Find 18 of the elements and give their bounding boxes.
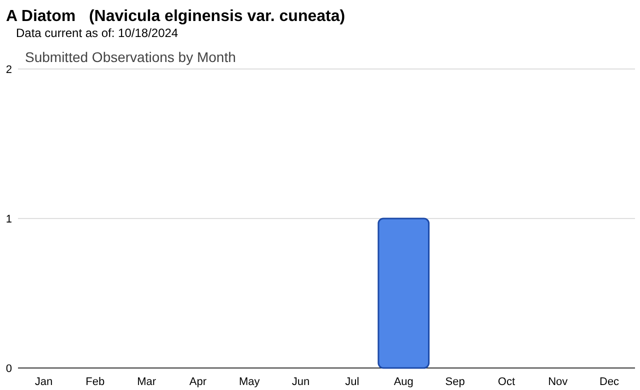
y-tick-label: 1 (6, 214, 12, 226)
y-tick-label: 0 (6, 363, 12, 375)
x-tick-label: Feb (86, 376, 105, 388)
chart-subtitle: Data current as of: 10/18/2024 (16, 26, 178, 40)
x-tick-label: Nov (548, 376, 568, 388)
x-tick-label: Oct (498, 376, 516, 388)
text: Submitted Observations by Month (25, 49, 236, 65)
x-tick-label: Mar (137, 376, 156, 388)
x-tick-label: Jul (345, 376, 360, 388)
x-tick-label: Apr (189, 376, 207, 388)
x-tick-label: Jan (34, 376, 53, 388)
x-tick-label: Aug (394, 376, 414, 388)
x-tick-label: Sep (445, 376, 465, 388)
x-tick-label: May (238, 376, 260, 388)
x-tick-label: Jun (292, 376, 310, 388)
y-tick-label: 2 (6, 64, 12, 76)
chart-title: A Diatom (Navicula elginensis var. cuneata) (6, 8, 346, 25)
x-tick-label: Dec (600, 376, 620, 388)
